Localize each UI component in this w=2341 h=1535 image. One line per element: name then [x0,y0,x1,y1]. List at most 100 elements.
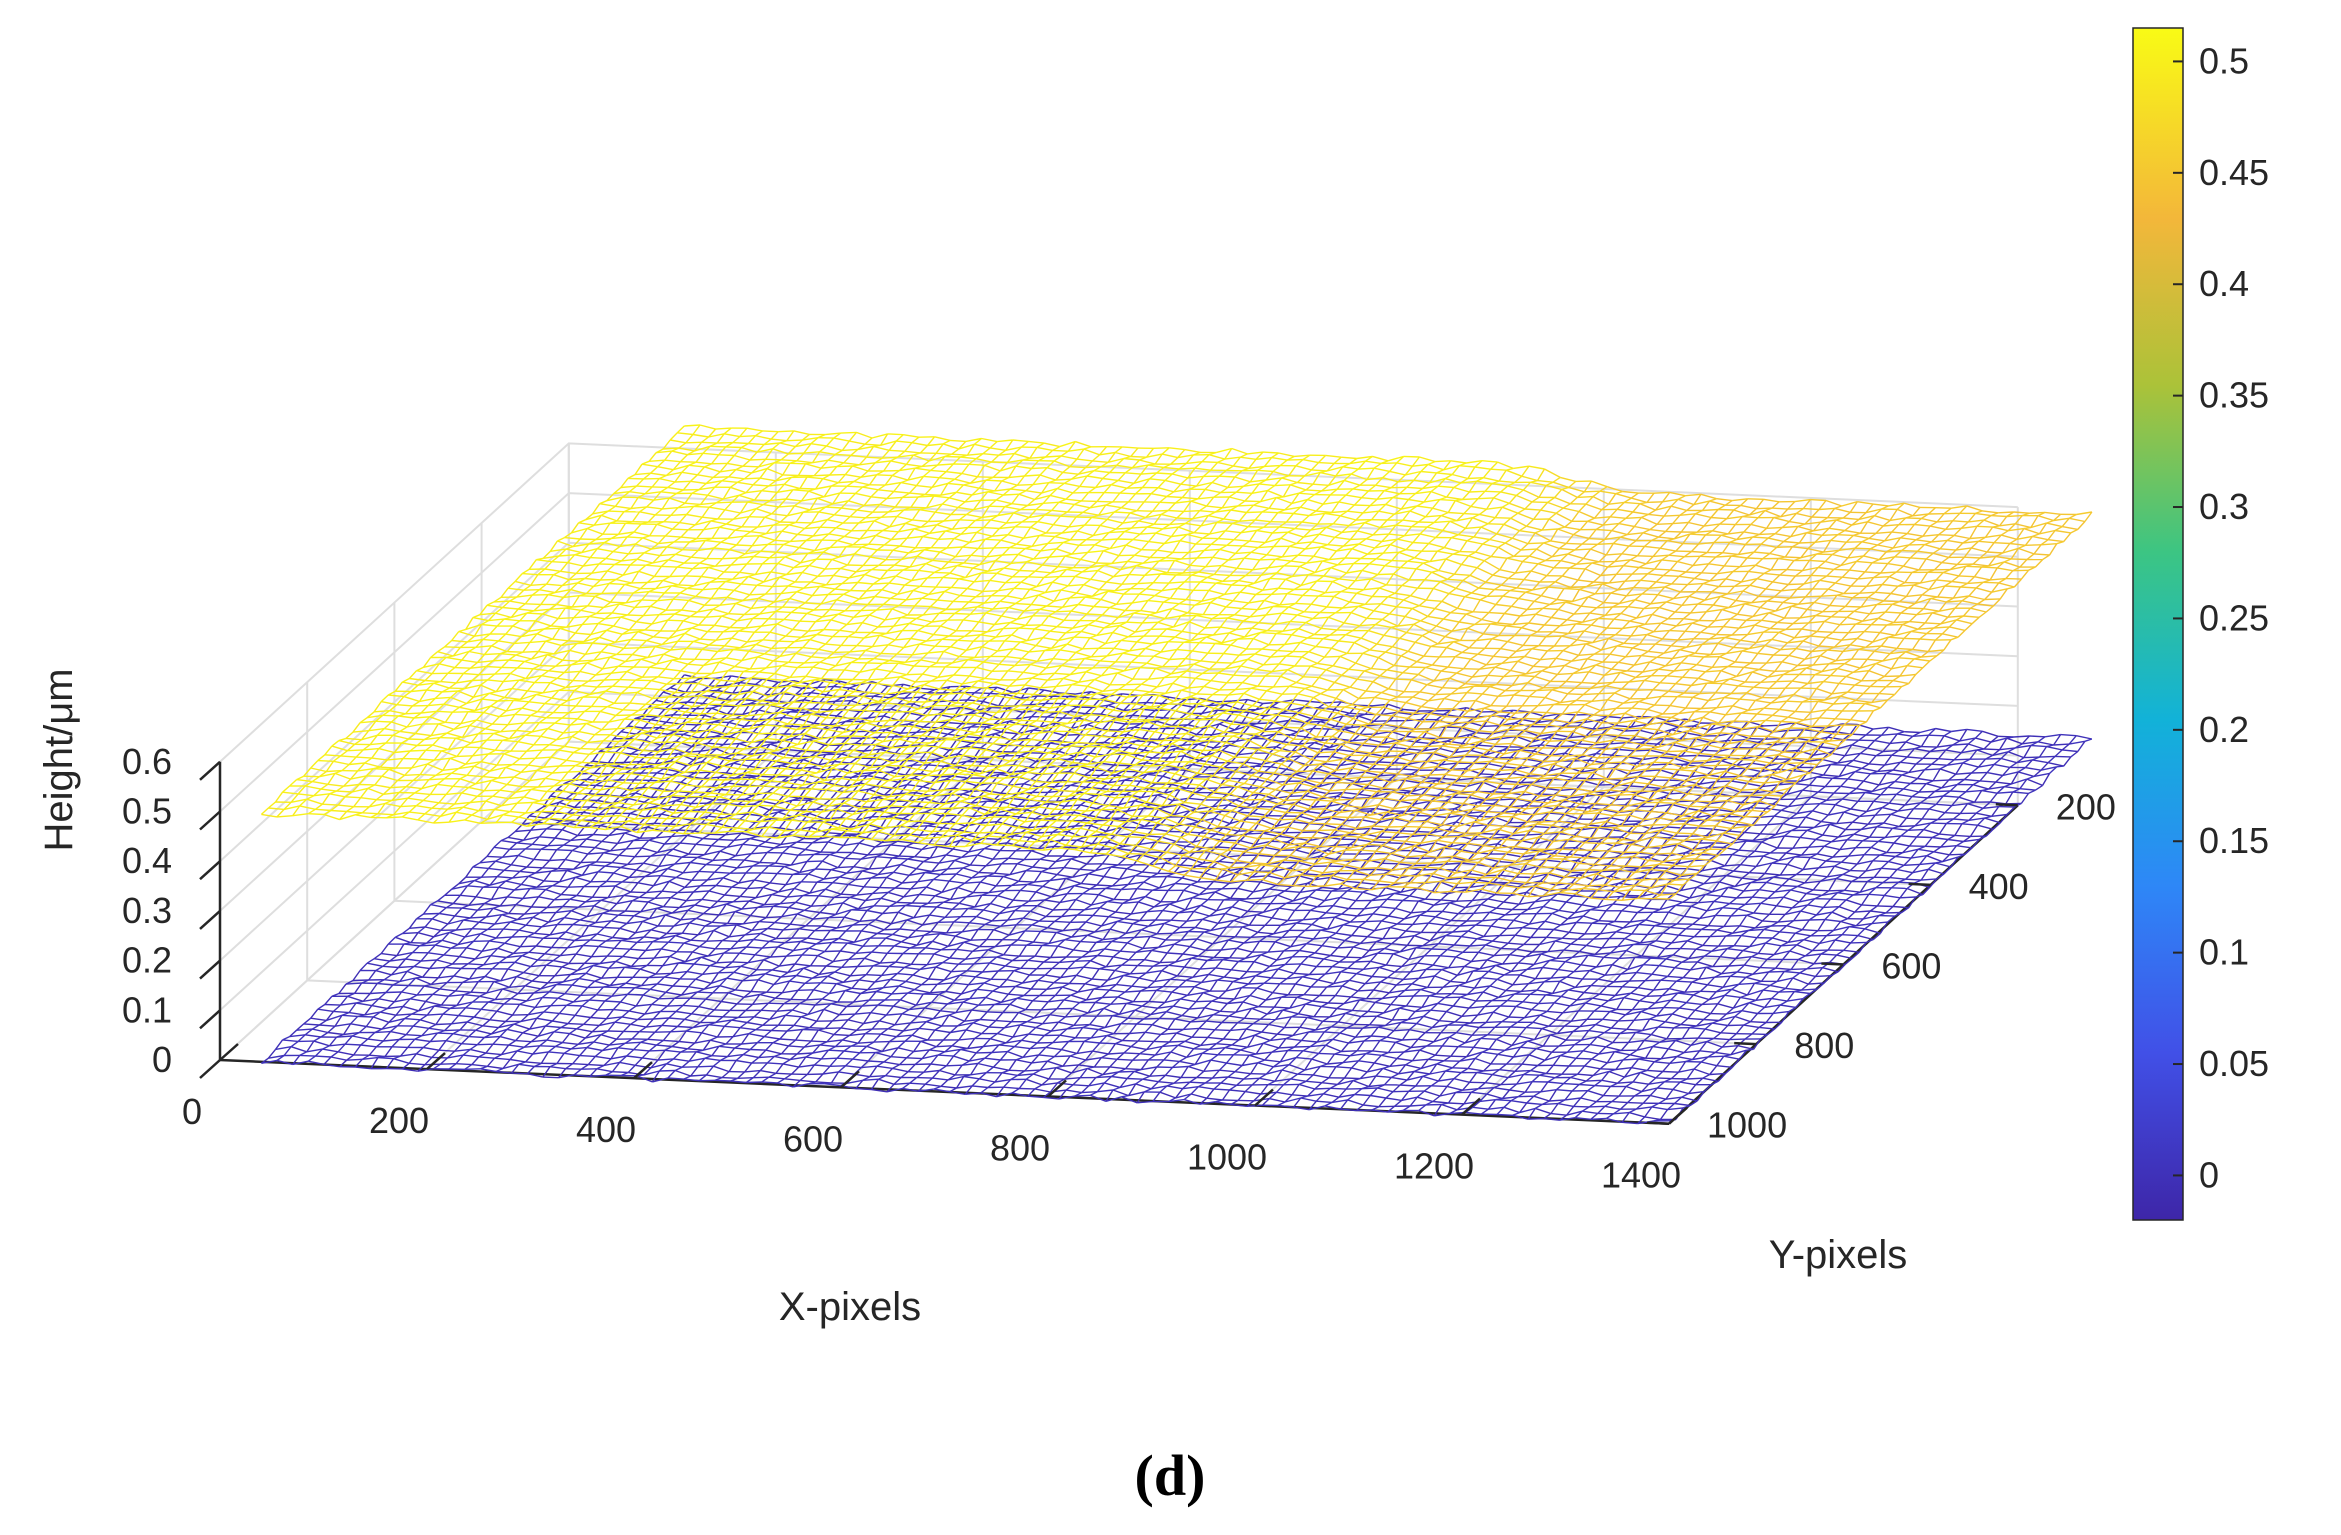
mesh-segment [1051,957,1067,958]
mesh-segment [1784,972,1800,973]
mesh-segment [1519,1036,1535,1039]
mesh-segment [1659,757,1675,758]
mesh-segment [489,941,505,943]
mesh-segment [1324,1032,1340,1033]
mesh-segment [1884,895,1900,897]
mesh-segment [1509,883,1525,885]
mesh-segment [672,835,688,836]
mesh-segment [1936,729,1952,732]
mesh-segment [516,1041,532,1042]
mesh-segment [943,963,959,965]
mesh-segment [1036,892,1052,897]
mesh-segment [1432,949,1448,950]
mesh-segment [994,930,1010,935]
mesh-segment [1855,911,1871,912]
mesh-segment [1813,811,1829,815]
mesh-segment [1342,914,1358,916]
mesh-segment [640,969,656,974]
mesh-segment [538,960,554,961]
mesh-segment [1716,781,1732,782]
mesh-segment [671,898,687,901]
mesh-segment [1268,951,1284,952]
mesh-segment [1835,805,1851,809]
mesh-segment [1233,712,1249,713]
mesh-segment [1243,1002,1259,1007]
mesh-segment [1801,911,1817,915]
mesh-segment [1627,1029,1643,1030]
mesh-segment [545,1026,561,1027]
mesh-segment [567,871,583,876]
mesh-segment [1955,835,1971,836]
mesh-segment [622,882,638,883]
mesh-segment [1830,824,1846,829]
mesh-segment [1746,977,1762,981]
mesh-segment [402,933,418,934]
mesh-segment [1460,925,1476,926]
mesh-segment [891,845,907,847]
mesh-segment [990,1039,1006,1043]
mesh-segment [318,1009,334,1011]
mesh-segment [957,949,973,951]
mesh-segment [1483,992,1499,997]
mesh-segment [1645,770,1661,771]
mesh-segment [1623,1059,1639,1060]
mesh-segment [1283,1010,1299,1014]
mesh-segment [1889,727,1905,731]
mesh-segment [1269,889,1285,891]
mesh-segment [1306,944,1322,946]
mesh-segment [1921,803,1937,805]
mesh-segment [1717,930,1733,933]
mesh-segment [825,1028,841,1029]
mesh-segment [1406,1006,1422,1007]
mesh-segment [696,979,712,983]
mesh-segment [707,1016,723,1017]
mesh-segment [1296,1058,1312,1060]
mesh-segment [520,871,536,873]
mesh-segment [856,952,872,953]
mesh-segment [1658,893,1674,894]
mesh-segment [579,979,595,982]
mesh-segment [1666,827,1682,828]
mesh-segment [510,922,526,925]
mesh-segment [1744,965,1760,968]
mesh-segment [1039,1055,1055,1057]
mesh-segment [1366,1054,1382,1056]
mesh-segment [1530,994,1546,995]
mesh-segment [649,840,665,844]
mesh-segment [1529,1055,1545,1061]
mesh-segment [1237,948,1253,952]
mesh-segment [1564,814,1580,819]
mesh-segment [998,896,1014,901]
mesh-segment [663,1040,679,1041]
mesh-segment [1737,972,1753,974]
mesh-segment [638,883,654,886]
mesh-segment [1513,984,1529,985]
mesh-segment [1524,1075,1540,1076]
mesh-segment [1763,856,1779,861]
mesh-segment [507,897,523,899]
mesh-segment [598,872,614,873]
mesh-segment [514,1024,530,1029]
mesh-segment [570,1034,586,1039]
mesh-segment [751,853,767,854]
mesh-segment [642,848,658,853]
mesh-segment [1704,750,1720,751]
mesh-segment [525,986,541,989]
mesh-segment [1686,1003,1702,1005]
mesh-segment [386,992,402,993]
mesh-segment [1605,974,1621,975]
mesh-segment [1863,841,1879,842]
mesh-segment [1521,1047,1537,1049]
mesh-segment [1812,875,1828,877]
mesh-segment [743,844,759,846]
mesh-segment [976,917,992,921]
mesh-segment [668,869,684,873]
mesh-segment [425,927,441,930]
mesh-segment [1303,1051,1319,1054]
mesh-segment [830,931,846,932]
mesh-segment [1142,872,1158,873]
mesh-segment [855,878,871,880]
mesh-segment [1708,847,1724,848]
mesh-segment [2029,736,2045,737]
mesh-segment [1652,764,1668,765]
